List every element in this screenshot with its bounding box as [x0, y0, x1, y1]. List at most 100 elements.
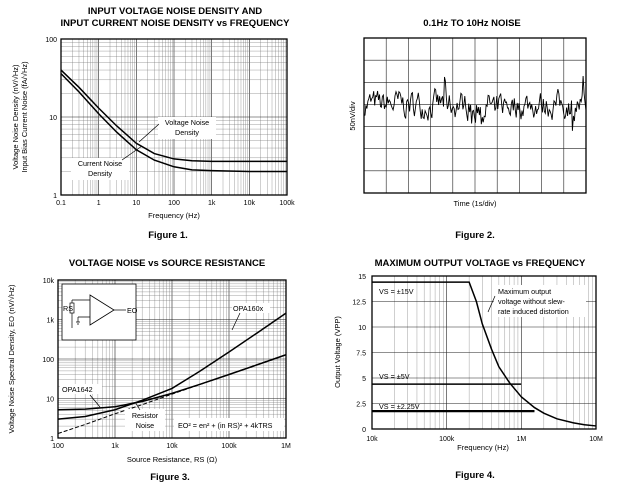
- chart-3-opa1642-label: OPA1642: [62, 385, 93, 394]
- chart-1-title-line1: INPUT VOLTAGE NOISE DENSITY AND: [88, 6, 262, 17]
- chart-2-noise-trace: [363, 75, 587, 131]
- chart-3-label-bg: [232, 303, 270, 313]
- chart-4-y-ticks: 0 2.5 5 7.5 10 12.5 15: [352, 274, 366, 434]
- chart-4-ytick-label: 15: [358, 274, 366, 281]
- chart-1-current-noise-line: [60, 73, 287, 173]
- chart-4-annotation-leader: [487, 295, 496, 313]
- chart-1-voltage-annotation-line1: Voltage Noise: [165, 118, 209, 127]
- chart-3-inset-out-label: EO: [127, 306, 138, 315]
- chart-4-annotation-line2: voltage without slew-: [498, 297, 565, 306]
- chart-3-y-ticks: 1 10 100 1k 10k: [42, 278, 54, 443]
- chart-4-annotation-line1: Maximum output: [498, 287, 551, 296]
- chart-4-ytick-label: 12.5: [352, 300, 366, 307]
- chart-1-xtick-label: 10k: [244, 200, 256, 207]
- chart-1-voltage-annotation-line2: Density: [175, 128, 199, 137]
- chart-4-ytick-label: 5: [362, 376, 366, 383]
- chart-2-figure-caption: Figure 2.: [455, 230, 495, 241]
- chart-1-xtick-label: 100k: [279, 200, 295, 207]
- chart-3-xtick-label: 1M: [281, 443, 291, 450]
- chart-3-label-bg: [174, 418, 284, 431]
- chart-1-xtick-label: 0.1: [56, 200, 66, 207]
- chart-4-x-axis-label: Frequency (Hz): [457, 443, 509, 452]
- chart-1-xtick-label: 1k: [208, 200, 216, 207]
- chart-4-ytick-label: 7.5: [356, 351, 366, 358]
- chart-1-voltage-leader: [138, 123, 160, 143]
- chart-1-ytick-label: 100: [45, 37, 57, 44]
- chart-3-resistor-leader: [134, 401, 141, 411]
- chart-3-opa160x-line: [57, 312, 287, 420]
- chart-4-xtick-label: 100k: [439, 436, 455, 443]
- chart-4-plot-frame: [371, 275, 597, 430]
- chart-3-ytick-label: 1k: [47, 318, 55, 325]
- chart-3-xtick-label: 1k: [111, 443, 119, 450]
- chart-1-x-axis-label: Frequency (Hz): [148, 211, 200, 220]
- chart-4: MAXIMUM OUTPUT VOLTAGE vs FREQUENCY 10k …: [333, 258, 603, 481]
- chart-3-ytick-label: 10: [46, 397, 54, 404]
- chart-3-inset-rs-label: RS: [63, 304, 73, 313]
- chart-4-vs5-label: VS = ±5V: [379, 372, 410, 381]
- chart-3-title: VOLTAGE NOISE vs SOURCE RESISTANCE: [69, 258, 265, 269]
- chart-4-figure-caption: Figure 4.: [455, 470, 495, 481]
- chart-1-current-leader: [121, 145, 143, 161]
- chart-4-xtick-label: 10M: [589, 436, 603, 443]
- chart-3-label-bg: [125, 409, 165, 431]
- chart-4-vs15-label: VS = ±15V: [379, 287, 414, 296]
- chart-2: 0.1Hz TO 10Hz NOISE Time (1s/div) 50nV/d…: [348, 18, 587, 241]
- chart-4-x-ticks: 10k 100k 1M 10M: [366, 436, 603, 443]
- chart-1-figure-caption: Figure 1.: [148, 230, 188, 241]
- chart-3-x-ticks: 100 1k 10k 100k 1M: [52, 443, 291, 450]
- op-amp-icon: [89, 294, 115, 326]
- chart-1-xtick-label: 10: [132, 200, 140, 207]
- chart-1-xtick-label: 1: [97, 200, 101, 207]
- chart-2-title: 0.1Hz TO 10Hz NOISE: [423, 18, 521, 29]
- chart-3-xtick-label: 10k: [166, 443, 178, 450]
- chart-4-title: MAXIMUM OUTPUT VOLTAGE vs FREQUENCY: [375, 258, 586, 269]
- chart-1-ytick-label: 1: [53, 193, 57, 200]
- chart-3-x-axis-label: Source Resistance, RS (Ω): [127, 455, 218, 464]
- chart-1: INPUT VOLTAGE NOISE DENSITY AND INPUT CU…: [11, 6, 295, 241]
- chart-3-figure-caption: Figure 3.: [150, 472, 190, 483]
- chart-3-ytick-label: 100: [42, 357, 54, 364]
- chart-4-xtick-label: 10k: [366, 436, 378, 443]
- chart-1-ytick-label: 10: [49, 115, 57, 122]
- chart-2-y-axis-label: 50nV/div: [348, 101, 357, 130]
- chart-4-ytick-label: 0: [362, 427, 366, 434]
- chart-4-annotation-line3: rate induced distortion: [498, 307, 569, 316]
- chart-3-opa1642-leader: [89, 394, 101, 408]
- chart-1-annotation-bg: [158, 117, 216, 139]
- chart-3-ytick-label: 10k: [43, 278, 55, 285]
- chart-1-current-annotation-line1: Current Noise: [78, 159, 122, 168]
- chart-4-vs15-line: [372, 281, 597, 427]
- chart-3-opa160x-leader: [231, 312, 241, 331]
- chart-3-resistor-noise-line: [57, 354, 287, 434]
- chart-1-annotation-bg: [71, 158, 129, 180]
- chart-3-equation: EO² = en² + (in RS)² + 4kTRS: [178, 421, 273, 430]
- chart-3-xtick-label: 100: [52, 443, 64, 450]
- chart-3-opa160x-label: OPA160x: [233, 304, 264, 313]
- chart-1-y-ticks: 1 10 100: [45, 37, 57, 200]
- chart-4-annotation-bg: [494, 285, 586, 317]
- chart-1-voltage-noise-line: [60, 69, 287, 163]
- chart-1-y-axis-label-1: Voltage Noise Density (nV/√Hz): [11, 64, 20, 169]
- chart-3-inset-schematic: EO RS: [61, 283, 138, 341]
- chart-3: VOLTAGE NOISE vs SOURCE RESISTANCE 100 1…: [7, 258, 291, 483]
- chart-4-y-axis-label: Output Voltage (VPP): [333, 316, 342, 388]
- ground-icon: [76, 316, 90, 325]
- chart-2-plot-frame: [363, 37, 587, 194]
- chart-3-resistor-label-line2: Noise: [136, 421, 154, 430]
- chart-3-resistor-label-line1: Resistor: [132, 411, 159, 420]
- chart-3-y-axis-label: Voltage Noise Spectral Density, EO (nV/√…: [7, 284, 16, 434]
- chart-4-vs225-label: VS = ±2.25V: [379, 402, 420, 411]
- chart-2-x-axis-label: Time (1s/div): [453, 199, 497, 208]
- chart-1-title-line2: INPUT CURRENT NOISE DENSITY vs FREQUENCY: [61, 18, 291, 29]
- chart-3-xtick-label: 100k: [221, 443, 237, 450]
- chart-4-ytick-label: 2.5: [356, 402, 366, 409]
- chart-1-plot-frame: [60, 38, 288, 196]
- chart-3-ytick-label: 1: [50, 436, 54, 443]
- chart-1-x-ticks: 0.1 1 10 100 1k 10k 100k: [56, 200, 295, 207]
- chart-3-label-bg: [60, 384, 102, 394]
- chart-1-current-annotation-line2: Density: [88, 169, 112, 178]
- chart-4-ytick-label: 10: [358, 325, 366, 332]
- chart-3-plot-frame: [57, 279, 287, 439]
